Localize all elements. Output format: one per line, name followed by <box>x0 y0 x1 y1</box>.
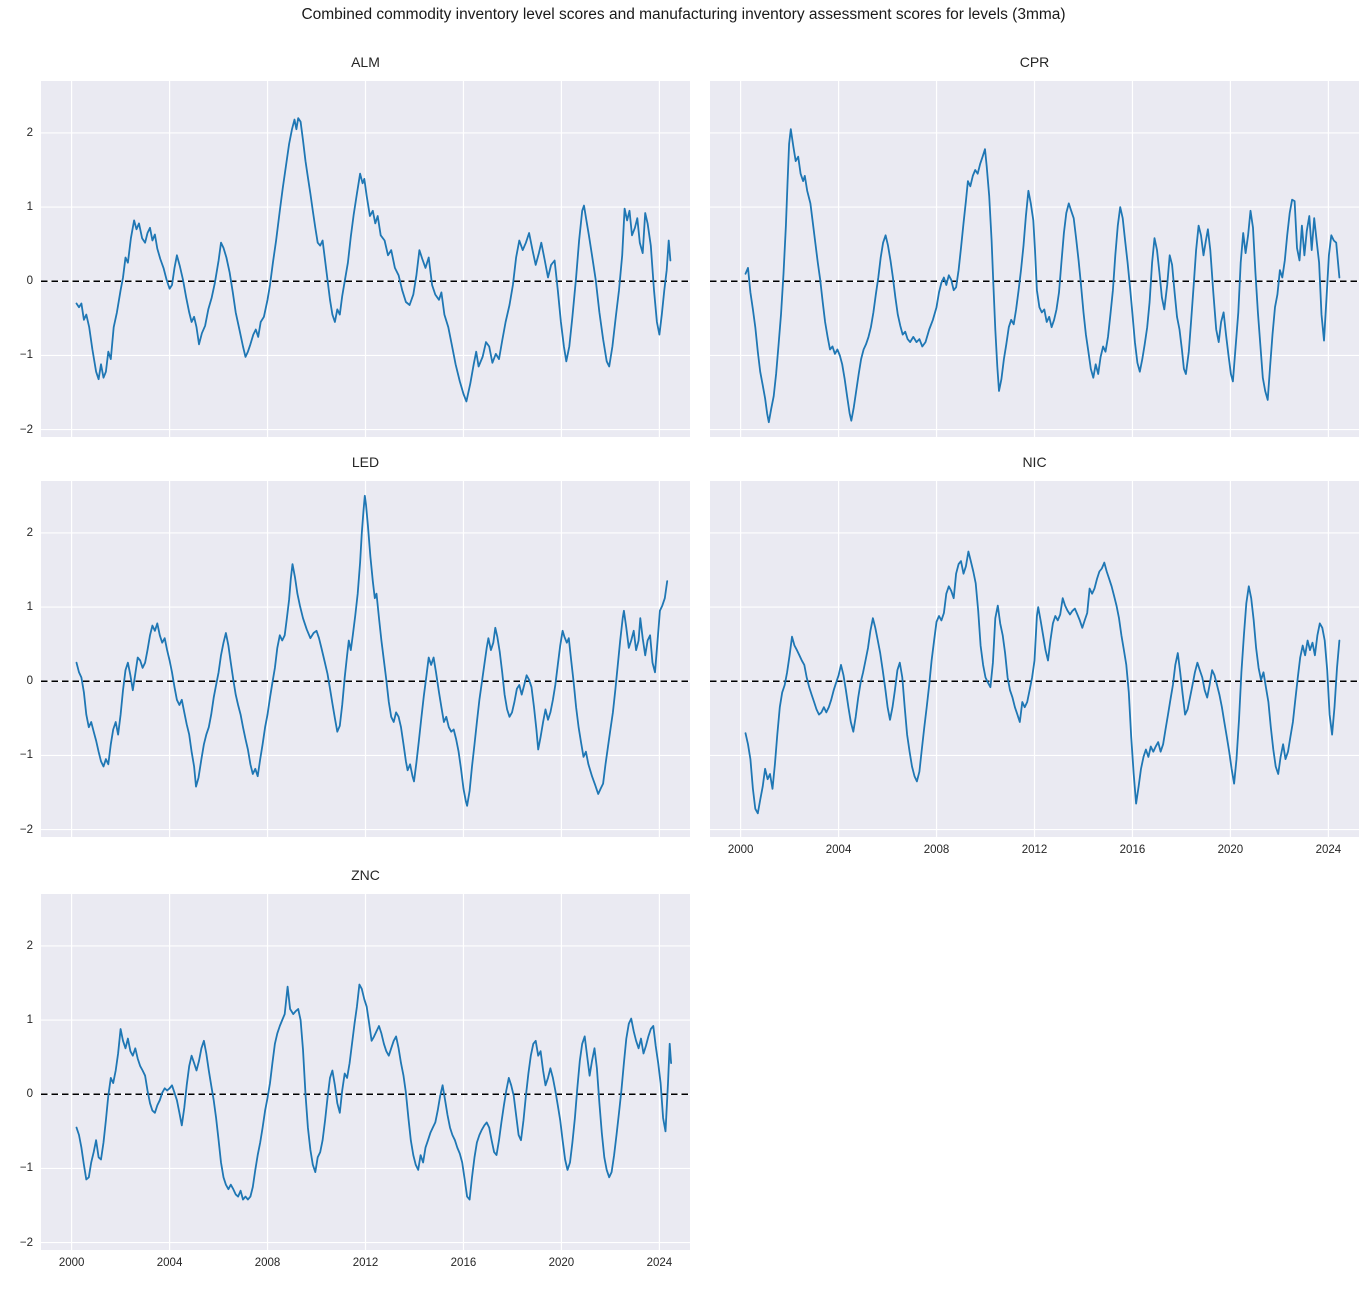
y-tick-label: 1 <box>26 601 33 614</box>
znc-plot-area: −2 −1 0 1 2 2000 2004 2008 2012 2016 2020 2024 <box>20 894 690 1269</box>
x-tick-label: 2012 <box>1021 844 1048 856</box>
x-tick-label: 2020 <box>548 1257 575 1269</box>
subplot-znc: ZNC −2 −1 0 1 2 2000 2004 2008 2012 2016 2020 2024 <box>20 867 690 1269</box>
cpr-line-chart <box>710 81 1359 437</box>
x-tick-label: 2008 <box>923 844 950 856</box>
y-tick-label: −1 <box>19 1162 33 1175</box>
subplot-title-nic: NIC <box>1022 454 1047 470</box>
y-tick-label: −1 <box>19 349 33 362</box>
nic-plot-area: 2000 2004 2008 2012 2016 2020 2024 <box>710 481 1359 856</box>
led-line-chart <box>41 481 690 837</box>
y-tick-label: −1 <box>19 749 33 762</box>
x-tick-label: 2004 <box>825 844 852 856</box>
x-tick-label: 2016 <box>1119 844 1146 856</box>
subplot-title-znc: ZNC <box>351 867 380 883</box>
subplot-title-cpr: CPR <box>1019 54 1050 70</box>
cpr-plot-area <box>710 81 1359 437</box>
figure-title: Combined commodity inventory level score… <box>301 6 1066 23</box>
subplot-title-alm: ALM <box>351 54 380 70</box>
subplot-led: LED −2 −1 0 1 2 <box>20 454 690 837</box>
znc-line-chart <box>41 894 690 1250</box>
y-tick-label: 1 <box>26 201 33 214</box>
y-tick-label: −2 <box>19 823 33 836</box>
cpr-series-line <box>744 128 1341 424</box>
x-tick-label: 2020 <box>1217 844 1244 856</box>
x-tick-label: 2000 <box>58 1257 85 1269</box>
led-plot-area: −2 −1 0 1 2 <box>20 481 690 837</box>
y-tick-label: −2 <box>19 423 33 436</box>
subplot-nic: NIC 2000 2004 2008 2012 2016 2020 2024 <box>710 454 1359 856</box>
x-tick-label: 2012 <box>352 1257 379 1269</box>
y-tick-label: 2 <box>26 126 33 139</box>
y-tick-label: 1 <box>26 1014 33 1027</box>
led-series-line <box>75 494 669 807</box>
znc-series-line <box>75 983 672 1201</box>
x-tick-label: 2024 <box>646 1257 673 1269</box>
nic-series-line <box>744 550 1341 815</box>
nic-line-chart <box>710 481 1359 837</box>
x-tick-label: 2016 <box>450 1257 477 1269</box>
y-tick-label: 0 <box>26 1088 33 1101</box>
alm-series-line <box>75 117 672 403</box>
alm-plot-area: −2 −1 0 1 2 <box>20 81 690 437</box>
x-tick-label: 2004 <box>156 1257 183 1269</box>
subplot-alm: ALM −2 −1 0 1 2 <box>20 54 690 437</box>
subplot-cpr: CPR <box>710 54 1359 437</box>
y-tick-label: 0 <box>26 675 33 688</box>
y-tick-label: −2 <box>19 1236 33 1249</box>
x-tick-label: 2008 <box>254 1257 281 1269</box>
x-tick-label: 2000 <box>727 844 754 856</box>
x-tick-label: 2024 <box>1315 844 1342 856</box>
y-tick-label: 2 <box>26 939 33 952</box>
alm-line-chart <box>41 81 690 437</box>
y-tick-label: 2 <box>26 526 33 539</box>
subplot-title-led: LED <box>351 454 380 470</box>
y-tick-label: 0 <box>26 275 33 288</box>
